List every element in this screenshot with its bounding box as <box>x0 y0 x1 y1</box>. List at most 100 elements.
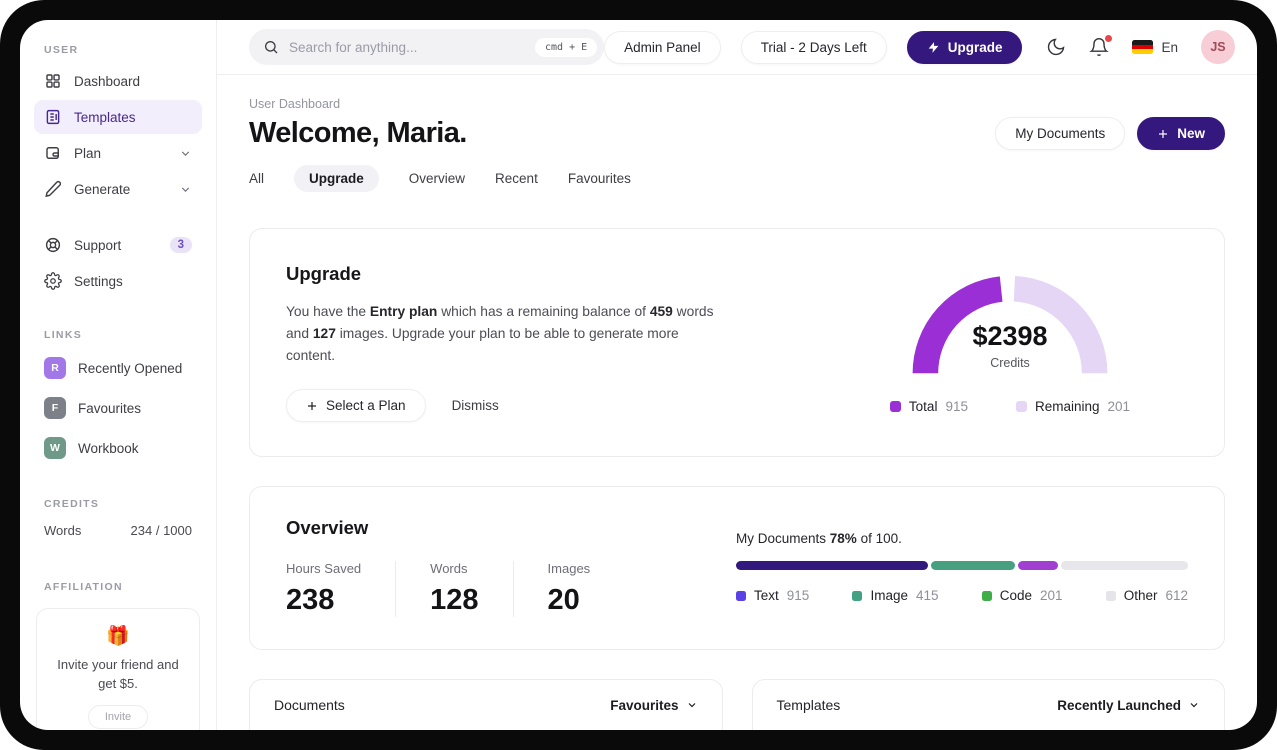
sidebar-item-label: Dashboard <box>74 73 141 89</box>
documents-progress-text: My Documents 78% of 100. <box>736 531 902 547</box>
notification-dot <box>1105 35 1113 42</box>
gauge-svg <box>912 275 1108 374</box>
templates-card-title: Templates <box>776 697 841 714</box>
title-actions: My Documents New <box>995 117 1225 150</box>
legend-item-total: Total 915 <box>889 399 968 414</box>
stat-divider <box>512 561 514 618</box>
notifications-button[interactable] <box>1089 35 1113 57</box>
bar-segment-image <box>931 561 1015 571</box>
legend-item-code: Code 201 <box>981 588 1063 603</box>
sidebar: USER Dashboard Templates Plan Generate S… <box>20 20 217 730</box>
admin-panel-button[interactable]: Admin Panel <box>604 30 721 64</box>
upgrade-card: Upgrade You have the Entry plan which ha… <box>249 228 1225 458</box>
stacked-progress-bar <box>736 561 1188 571</box>
credits-gauge: $2398 Credits Total 915 Remaining <box>860 263 1160 414</box>
upgrade-button-label: Upgrade <box>947 39 1003 55</box>
plan-name-bold: Entry plan <box>369 304 438 319</box>
gauge-segment-total <box>912 276 1003 374</box>
tab-favourites[interactable]: Favourites <box>567 171 631 186</box>
wallet-icon <box>46 147 59 159</box>
documents-filter-dropdown[interactable]: Favourites <box>610 698 697 713</box>
bottom-lists: Documents Favourites Untitled Document i… <box>249 679 1225 730</box>
sidebar-item-templates[interactable]: Templates <box>34 100 202 134</box>
upgrade-button[interactable]: Upgrade <box>906 30 1023 64</box>
user-avatar[interactable]: JS <box>1201 30 1235 64</box>
sidebar-item-plan[interactable]: Plan <box>34 136 202 170</box>
upgrade-card-title: Upgrade <box>286 263 362 284</box>
language-selector[interactable]: En <box>1132 40 1178 55</box>
lightning-bolt-icon <box>928 41 939 53</box>
main-area: cmd + E Admin Panel Trial - 2 Days Left … <box>217 20 1257 730</box>
upgrade-card-body: You have the Entry plan which has a rema… <box>286 304 714 364</box>
dark-mode-toggle[interactable] <box>1046 37 1066 57</box>
sidebar-item-dashboard[interactable]: Dashboard <box>34 64 202 98</box>
documents-card: Documents Favourites Untitled Document i… <box>249 679 723 730</box>
sidebar-item-label: Generate <box>74 181 131 197</box>
app-window: USER Dashboard Templates Plan Generate S… <box>20 20 1257 730</box>
trial-status-button[interactable]: Trial - 2 Days Left <box>740 30 887 64</box>
overview-title: Overview <box>286 517 369 539</box>
dismiss-button[interactable]: Dismiss <box>451 398 499 414</box>
legend-swatch <box>1015 401 1027 412</box>
credits-label: Words <box>44 523 82 538</box>
legend-item-remaining: Remaining 201 <box>1015 399 1130 414</box>
sidebar-section-credits: CREDITS <box>44 498 100 510</box>
pencil-icon <box>45 180 62 198</box>
gift-icon: 🎁 <box>106 626 130 647</box>
documents-card-title: Documents <box>274 697 345 714</box>
sidebar-item-label: Settings <box>74 273 123 289</box>
search-bar[interactable]: cmd + E <box>249 29 605 65</box>
select-plan-label: Select a Plan <box>326 398 406 414</box>
credits-caption: Credits <box>990 356 1030 370</box>
sidebar-link-favourites[interactable]: F Favourites <box>34 389 202 427</box>
select-plan-button[interactable]: Select a Plan <box>286 389 426 423</box>
search-shortcut-chip: cmd + E <box>534 37 598 57</box>
legend-swatch <box>736 590 746 601</box>
documents-card-header: Documents Favourites <box>250 680 722 730</box>
sidebar-link-workbook[interactable]: W Workbook <box>34 429 202 467</box>
breadcrumb: User Dashboard <box>249 97 341 111</box>
legend-swatch <box>889 401 901 412</box>
sidebar-item-generate[interactable]: Generate <box>34 172 202 206</box>
title-row: Welcome, Maria. My Documents New <box>249 117 1225 150</box>
credits-amount: $2398 <box>972 321 1048 351</box>
tab-overview[interactable]: Overview <box>408 171 466 186</box>
topbar-icons: En JS <box>1046 30 1235 64</box>
sidebar-item-label: Templates <box>74 109 136 125</box>
credits-row: Words 234 / 1000 <box>44 523 192 538</box>
overview-stats-block: Overview Hours Saved 238 Words 128 <box>286 517 591 618</box>
sidebar-item-settings[interactable]: Settings <box>34 264 202 298</box>
credits-value: 234 / 1000 <box>130 523 192 538</box>
stat-images: Images 20 <box>547 561 591 617</box>
legend-item-other: Other 612 <box>1105 588 1188 603</box>
tab-all[interactable]: All <box>249 171 265 186</box>
templates-document-icon <box>46 109 60 125</box>
new-button[interactable]: New <box>1137 117 1225 150</box>
sidebar-section-affiliation: AFFILIATION <box>44 581 123 593</box>
chevron-down-icon <box>181 186 190 192</box>
language-label: En <box>1161 39 1178 55</box>
stat-divider <box>395 561 397 618</box>
templates-filter-dropdown[interactable]: Recently Launched <box>1057 698 1200 713</box>
topbar: cmd + E Admin Panel Trial - 2 Days Left … <box>217 20 1257 75</box>
invite-button[interactable]: Invite <box>87 704 149 729</box>
sidebar-item-label: Workbook <box>78 440 139 456</box>
bar-legend: Text 915 Image 415 Code 201 <box>736 588 1188 603</box>
overview-card: Overview Hours Saved 238 Words 128 <box>249 486 1225 651</box>
stats-row: Hours Saved 238 Words 128 Images 20 <box>286 561 591 618</box>
legend-swatch <box>981 590 992 601</box>
affiliation-text: Invite your friend and get $5. <box>57 657 179 691</box>
upgrade-card-text: Upgrade You have the Entry plan which ha… <box>286 263 731 423</box>
search-input[interactable] <box>289 39 525 55</box>
my-documents-button[interactable]: My Documents <box>995 117 1126 150</box>
tab-upgrade[interactable]: Upgrade <box>294 165 379 192</box>
half-donut-chart: $2398 Credits <box>895 263 1125 385</box>
sidebar-link-recently-opened[interactable]: R Recently Opened <box>34 349 202 387</box>
link-initial-badge: F <box>44 397 66 419</box>
templates-card-header: Templates Recently Launched <box>753 680 1225 730</box>
plus-icon <box>308 401 316 410</box>
gauge-legend: Total 915 Remaining 201 <box>889 399 1130 414</box>
tab-recent[interactable]: Recent <box>495 171 538 186</box>
sidebar-item-support[interactable]: Support 3 <box>34 228 202 262</box>
legend-item-image: Image 415 <box>852 588 939 603</box>
